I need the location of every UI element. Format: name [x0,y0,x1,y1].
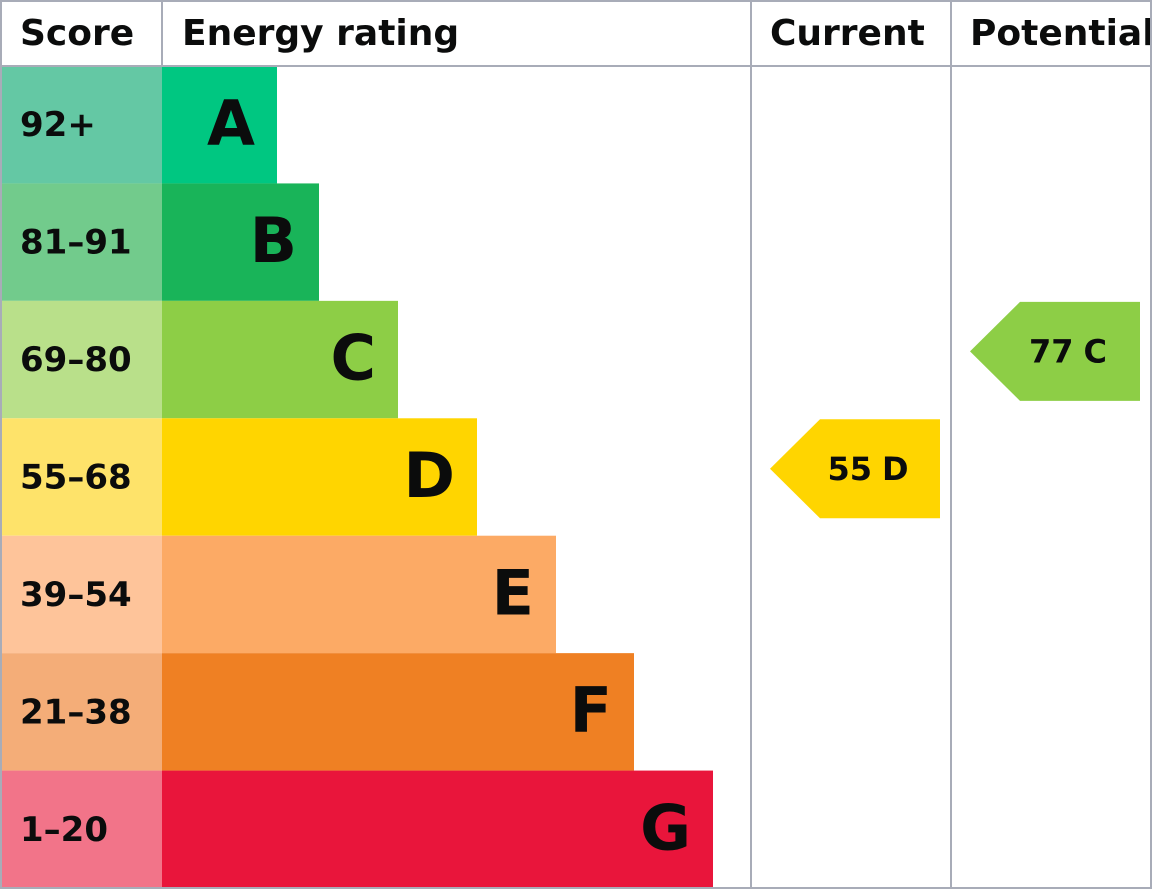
score-cell [0,653,162,771]
header-current: Current [770,13,925,54]
score-range: 1–20 [20,810,108,850]
score-cell [0,418,162,536]
rating-bar [162,770,713,888]
rating-bar [162,653,634,771]
current-label: 55 D [827,450,908,488]
rating-bar [162,183,319,301]
rating-bar [162,418,477,536]
potential-arrow [970,301,1140,401]
rating-letter: E [492,557,534,630]
rating-letter: B [250,204,297,277]
potential-score: 77 [1029,332,1074,370]
score-range: 55–68 [20,458,132,498]
header-score: Score [20,13,134,54]
rating-letter: C [330,322,376,395]
header-rating: Energy rating [182,13,459,54]
current-arrow [770,419,940,519]
score-cell [0,300,162,419]
rating-letter: F [570,674,612,747]
rating-bar [162,66,277,184]
score-range: 81–91 [20,223,132,263]
score-cell [0,183,162,301]
score-range: 92+ [20,105,96,145]
current-rating: D [882,450,909,488]
rating-bar [162,535,556,654]
score-range: 39–54 [20,575,132,615]
rating-letter: G [640,791,691,864]
rating-bar [162,300,398,419]
potential-rating: C [1084,332,1107,370]
rating-letter: D [404,439,455,512]
score-cell [0,66,162,184]
current-score: 55 [827,450,872,488]
score-range: 69–80 [20,340,132,380]
score-cell [0,535,162,654]
rating-letter: A [207,87,255,160]
score-cell [0,770,162,888]
score-range: 21–38 [20,692,132,732]
potential-label: 77 C [1029,332,1107,370]
header-potential: Potential [970,13,1152,54]
